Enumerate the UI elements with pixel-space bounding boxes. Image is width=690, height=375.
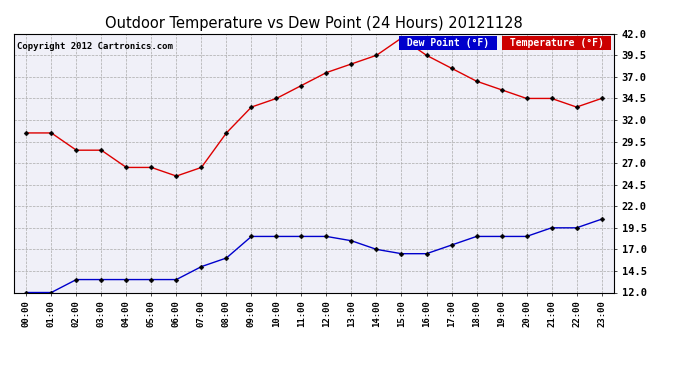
Text: Copyright 2012 Cartronics.com: Copyright 2012 Cartronics.com [17,42,172,51]
Title: Outdoor Temperature vs Dew Point (24 Hours) 20121128: Outdoor Temperature vs Dew Point (24 Hou… [105,16,523,31]
Text: Dew Point (°F): Dew Point (°F) [401,38,495,48]
Text: Temperature (°F): Temperature (°F) [504,38,609,48]
